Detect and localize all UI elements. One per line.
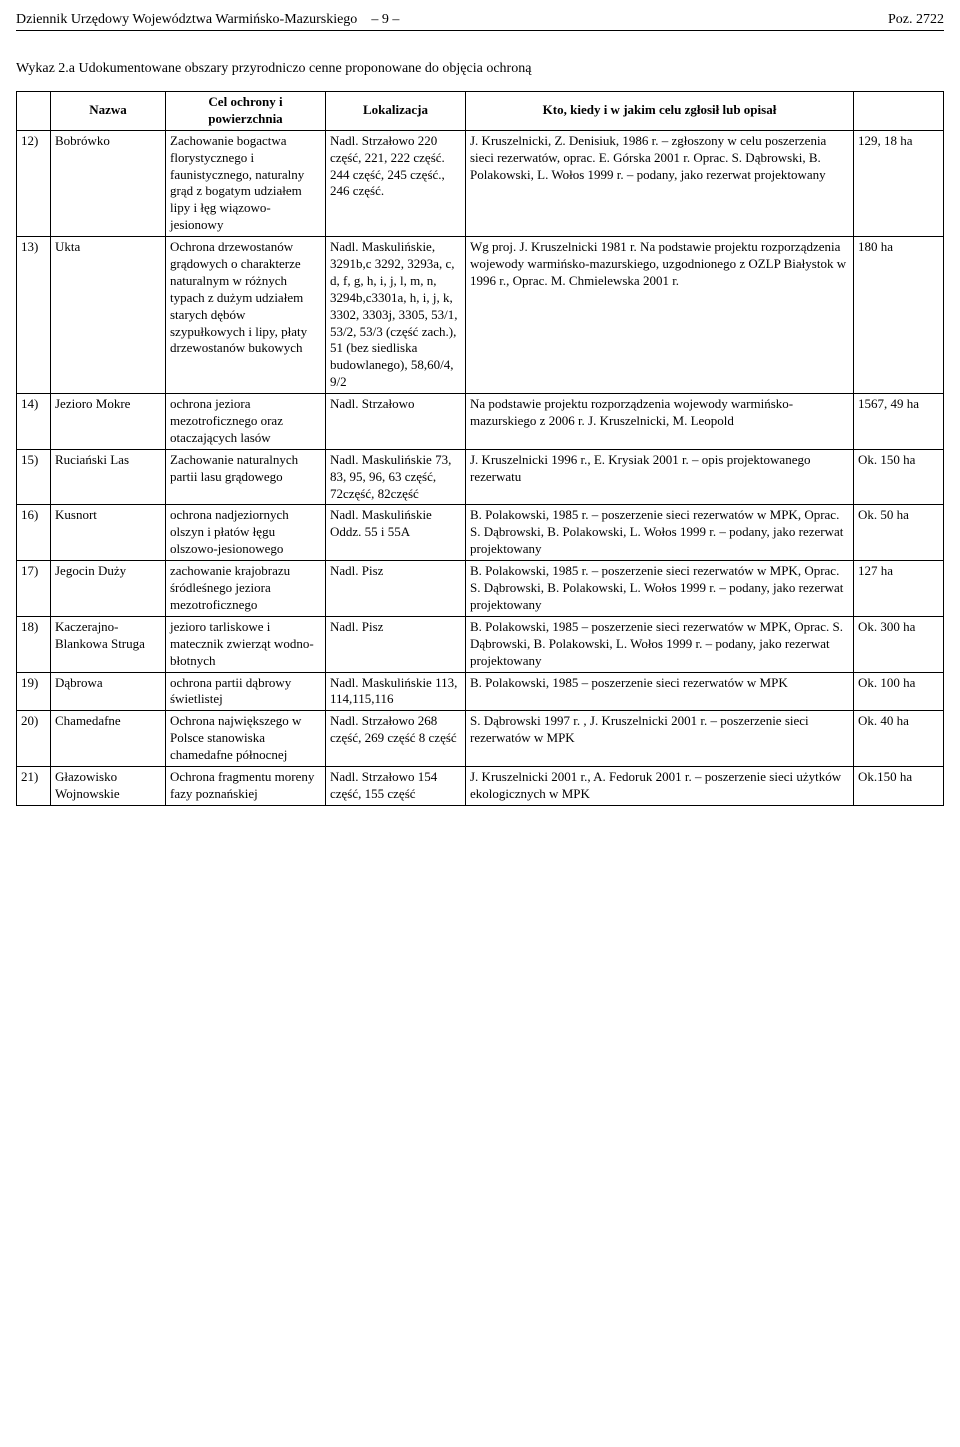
table-row: 12)BobrówkoZachowanie bogactwa florystyc… [17,130,944,236]
cell-name: Dąbrowa [51,672,166,711]
table-row: 16)Kusnortochrona nadjeziornych olszyn i… [17,505,944,561]
cell-cel: ochrona jeziora mezotroficznego oraz ota… [166,394,326,450]
cell-cel: Ochrona fragmentu moreny fazy poznańskie… [166,766,326,805]
table-row: 21)Głazowisko WojnowskieOchrona fragment… [17,766,944,805]
cell-lok: Nadl. Pisz [326,561,466,617]
cell-area: Ok.150 ha [854,766,944,805]
cell-name: Kusnort [51,505,166,561]
position-number: Poz. 2722 [888,12,944,28]
cell-name: Jezioro Mokre [51,394,166,450]
cell-name: Ukta [51,237,166,394]
data-table: Nazwa Cel ochrony i powierzchnia Lokaliz… [16,91,944,806]
col-area [854,92,944,131]
cell-kto: Na podstawie projektu rozporządzenia woj… [466,394,854,450]
cell-name: Chamedafne [51,711,166,767]
page-sep: – [371,12,378,27]
section-title: Wykaz 2.a Udokumentowane obszary przyrod… [16,61,944,77]
cell-lok: Nadl. Strzałowo 268 część, 269 część 8 c… [326,711,466,767]
cell-num: 20) [17,711,51,767]
cell-name: Głazowisko Wojnowskie [51,766,166,805]
cell-kto: J. Kruszelnicki, Z. Denisiuk, 1986 r. – … [466,130,854,236]
table-row: 19)Dąbrowaochrona partii dąbrowy świetli… [17,672,944,711]
cell-num: 14) [17,394,51,450]
cell-area: Ok. 40 ha [854,711,944,767]
cell-lok: Nadl. Maskulińskie, 3291b,c 3292, 3293a,… [326,237,466,394]
cell-kto: J. Kruszelnicki 2001 r., A. Fedoruk 2001… [466,766,854,805]
cell-cel: ochrona nadjeziornych olszyn i płatów łę… [166,505,326,561]
col-kto: Kto, kiedy i w jakim celu zgłosił lub op… [466,92,854,131]
cell-kto: J. Kruszelnicki 1996 r., E. Krysiak 2001… [466,449,854,505]
table-row: 15)Ruciański LasZachowanie naturalnych p… [17,449,944,505]
cell-num: 21) [17,766,51,805]
publication-name: Dziennik Urzędowy Województwa Warmińsko-… [16,12,357,28]
cell-area: Ok. 50 ha [854,505,944,561]
cell-num: 19) [17,672,51,711]
cell-num: 12) [17,130,51,236]
table-row: 17)Jegocin Dużyzachowanie krajobrazu śró… [17,561,944,617]
cell-num: 15) [17,449,51,505]
cell-lok: Nadl. Maskulińskie 73, 83, 95, 96, 63 cz… [326,449,466,505]
cell-name: Ruciański Las [51,449,166,505]
table-row: 14)Jezioro Mokreochrona jeziora mezotrof… [17,394,944,450]
cell-num: 17) [17,561,51,617]
cell-area: 180 ha [854,237,944,394]
cell-lok: Nadl. Strzałowo 220 część, 221, 222 częś… [326,130,466,236]
cell-name: Jegocin Duży [51,561,166,617]
cell-cel: Ochrona drzewostanów grądowych o charakt… [166,237,326,394]
table-row: 18)Kaczerajno-Blankowa Strugajezioro tar… [17,616,944,672]
cell-kto: B. Polakowski, 1985 – poszerzenie sieci … [466,616,854,672]
cell-lok: Nadl. Strzałowo [326,394,466,450]
cell-lok: Nadl. Maskulińskie Oddz. 55 i 55A [326,505,466,561]
cell-name: Kaczerajno-Blankowa Struga [51,616,166,672]
table-row: 20)ChamedafneOchrona największego w Pols… [17,711,944,767]
cell-kto: S. Dąbrowski 1997 r. , J. Kruszelnicki 2… [466,711,854,767]
cell-area: 1567, 49 ha [854,394,944,450]
cell-cel: ochrona partii dąbrowy świetlistej [166,672,326,711]
cell-num: 13) [17,237,51,394]
cell-kto: B. Polakowski, 1985 r. – poszerzenie sie… [466,505,854,561]
cell-area: 127 ha [854,561,944,617]
page-number: 9 [382,12,389,27]
cell-area: Ok. 150 ha [854,449,944,505]
cell-lok: Nadl. Pisz [326,616,466,672]
col-cel: Cel ochrony i powierzchnia [166,92,326,131]
cell-num: 16) [17,505,51,561]
cell-cel: jezioro tarliskowe i matecznik zwierząt … [166,616,326,672]
col-name: Nazwa [51,92,166,131]
cell-lok: Nadl. Strzałowo 154 część, 155 część [326,766,466,805]
cell-area: 129, 18 ha [854,130,944,236]
cell-cel: Zachowanie naturalnych partii lasu grądo… [166,449,326,505]
cell-name: Bobrówko [51,130,166,236]
cell-cel: zachowanie krajobrazu śródleśnego jezior… [166,561,326,617]
cell-cel: Ochrona największego w Polsce stanowiska… [166,711,326,767]
cell-num: 18) [17,616,51,672]
table-row: 13)UktaOchrona drzewostanów grądowych o … [17,237,944,394]
page-header: Dziennik Urzędowy Województwa Warmińsko-… [16,12,944,31]
cell-lok: Nadl. Maskulińskie 113, 114,115,116 [326,672,466,711]
page-sep: – [392,12,399,27]
table-header-row: Nazwa Cel ochrony i powierzchnia Lokaliz… [17,92,944,131]
cell-area: Ok. 300 ha [854,616,944,672]
col-lok: Lokalizacja [326,92,466,131]
cell-area: Ok. 100 ha [854,672,944,711]
cell-kto: Wg proj. J. Kruszelnicki 1981 r. Na pods… [466,237,854,394]
cell-kto: B. Polakowski, 1985 r. – poszerzenie sie… [466,561,854,617]
cell-kto: B. Polakowski, 1985 – poszerzenie sieci … [466,672,854,711]
col-num [17,92,51,131]
cell-cel: Zachowanie bogactwa florystycznego i fau… [166,130,326,236]
